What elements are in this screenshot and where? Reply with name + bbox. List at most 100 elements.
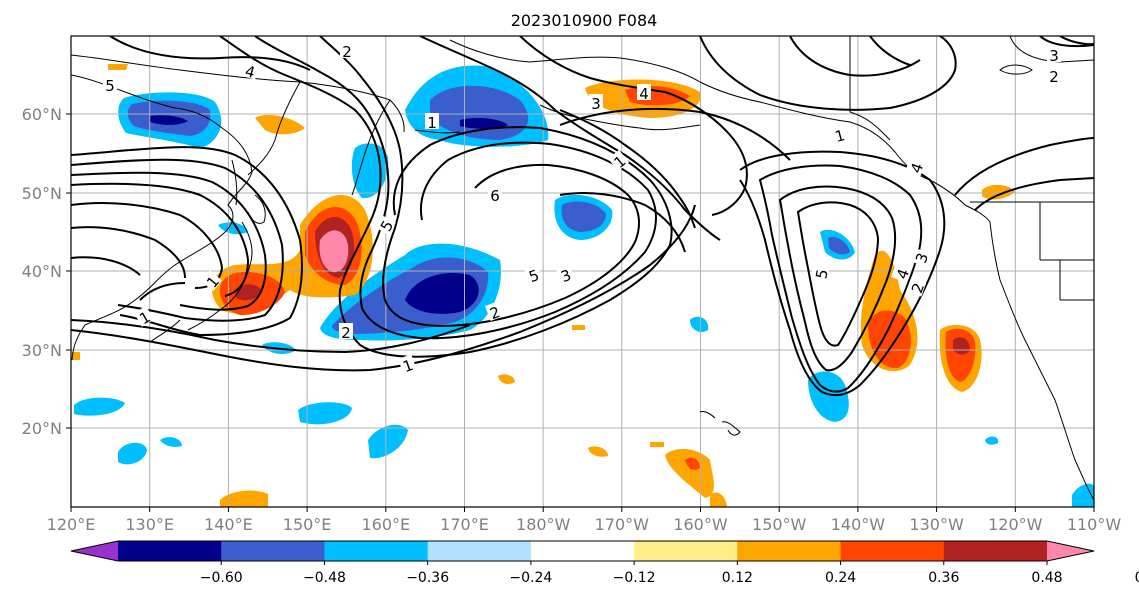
contour-label-bg	[133, 305, 155, 327]
shade-darkred-japan-b	[236, 284, 262, 301]
colorbar-segment	[221, 541, 325, 561]
longitude-labels: 120°E 130°E 140°E 150°E 160°E 170°E 180°W 170°W…	[47, 507, 1122, 534]
contour-label-bg	[398, 354, 417, 375]
contour-label: 2	[341, 324, 351, 342]
colorbar-tick-label: 0.24	[825, 570, 856, 586]
colorbar-extend-max	[1047, 541, 1094, 561]
colorbar-segment	[530, 541, 635, 561]
shade-blue-w7	[690, 316, 709, 332]
lon-label: 150°E	[283, 515, 332, 534]
contour-label-bg	[1047, 46, 1061, 62]
shade-orange-s4	[498, 374, 515, 384]
colorbar-extend-min	[71, 541, 118, 561]
contour-label-bg	[524, 264, 543, 285]
shade-medblue-east	[561, 201, 606, 232]
shade-navy-okhotsk	[150, 115, 188, 125]
colorbar-segment	[634, 541, 738, 561]
shade-orange-tiny	[108, 64, 128, 70]
lat-label: 30°N	[22, 341, 62, 360]
lat-label: 40°N	[22, 262, 62, 281]
shade-orange-s8	[710, 492, 727, 507]
contour-label-bg	[241, 60, 260, 80]
contour-label-bg	[200, 270, 223, 292]
colorbar-segment	[427, 541, 532, 561]
contour-label-bg	[340, 42, 354, 58]
lat-label: 60°N	[22, 105, 62, 124]
lon-label: 130°E	[125, 515, 174, 534]
contour-label: 5	[812, 268, 831, 281]
colorbar-outline	[70, 540, 1095, 562]
lon-label: 110°W	[1067, 515, 1122, 534]
lon-label: 160°E	[361, 515, 410, 534]
contour-label-bg	[905, 158, 926, 177]
contour-label: 1	[833, 126, 847, 146]
shade-blue-w5	[368, 424, 408, 459]
shade-navy-bering	[460, 117, 508, 129]
map-plot-area	[71, 36, 1094, 507]
contour-label: 3	[1049, 47, 1059, 65]
contour-lines	[71, 36, 1094, 397]
contour-label: 4	[639, 85, 649, 103]
contour-label-bg	[485, 301, 504, 322]
shade-red-ne	[868, 310, 911, 369]
colorbar-segment	[840, 541, 945, 561]
shade-navy-central	[405, 272, 479, 314]
shade-blue-w4	[298, 402, 352, 425]
shade-orange-s1	[665, 448, 714, 498]
contour-label-bg	[906, 278, 927, 297]
lon-label: 170°W	[595, 515, 650, 534]
colorbar-ticks: −0.60 −0.48 −0.36 −0.24 −0.12 0.12 0.24 0.36 0.4…	[200, 561, 1139, 586]
colorbar-segment	[943, 541, 1048, 561]
lat-label: 20°N	[22, 419, 62, 438]
lon-label: 120°W	[988, 515, 1043, 534]
colorbar-tick-label: −0.48	[303, 570, 346, 586]
lon-label: 180°W	[516, 515, 571, 534]
contour-label-bg	[910, 248, 931, 267]
contour-label-bg	[608, 149, 630, 172]
contour-label-bg	[339, 323, 353, 339]
contour-label-bg	[891, 264, 912, 283]
colorbar-tick-label: −0.60	[200, 570, 243, 586]
contour-label: 2	[342, 43, 352, 61]
contour-label-bg	[830, 124, 849, 144]
contour-label: 4	[243, 62, 257, 82]
shade-blue-w8	[985, 436, 999, 445]
lon-label: 160°W	[673, 515, 728, 534]
contour-label-bg	[1047, 67, 1061, 83]
shade-medblue-small-a	[828, 236, 850, 255]
contour-label-bg	[810, 265, 830, 282]
contour-label: 6	[490, 187, 500, 205]
contour-label: 5	[105, 77, 115, 95]
map-title: 2023010900 F084	[511, 11, 658, 30]
colorbar-segment	[118, 541, 222, 561]
coastlines	[71, 36, 1094, 501]
shade-red-s1	[685, 457, 700, 470]
contour-label: 3	[591, 95, 601, 113]
lon-label: 170°E	[440, 515, 489, 534]
contour-label-bg	[556, 264, 575, 285]
shade-orange-s7	[72, 352, 80, 360]
colorbar	[70, 540, 1095, 562]
contour-label-bg	[425, 113, 439, 129]
shade-orange-s3	[220, 490, 268, 507]
shade-pink-japan	[319, 230, 349, 273]
latitude-labels: 60°N 50°N 40°N 30°N 20°N	[22, 105, 71, 438]
contour-label-bg	[589, 94, 603, 110]
colorbar-segment	[324, 541, 429, 561]
colorbar-segment	[737, 541, 842, 561]
contour-label-bg	[488, 186, 502, 202]
shade-blue-w1	[74, 397, 125, 416]
shade-orange-coast	[982, 184, 1015, 200]
colorbar-tick-label: 0.36	[928, 570, 959, 586]
contour-label-bg	[103, 76, 117, 92]
shade-blue-w2	[118, 442, 147, 465]
colorbar-tick-label: 0.60	[1135, 570, 1139, 586]
colorbar-tick-label: −0.24	[509, 570, 552, 586]
shade-orange-s5	[572, 325, 585, 330]
lon-label: 140°E	[204, 515, 253, 534]
colorbar-tick-label: −0.12	[613, 570, 656, 586]
colorbar-tick-label: −0.36	[406, 570, 449, 586]
shade-blue-w3	[160, 437, 182, 447]
